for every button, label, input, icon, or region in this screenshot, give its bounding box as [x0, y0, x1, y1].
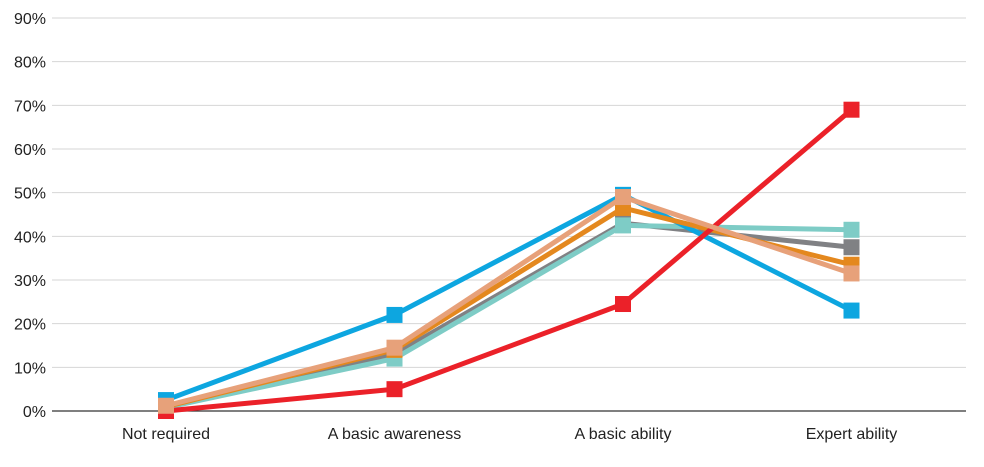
- series-line: [163, 222, 854, 411]
- data-point-marker: [158, 397, 174, 414]
- series-2: [158, 186, 860, 409]
- x-tick-label: Expert ability: [806, 426, 898, 443]
- y-tick-label: 90%: [14, 11, 46, 28]
- x-tick-label: A basic awareness: [328, 426, 461, 443]
- y-tick-label: 50%: [14, 186, 46, 203]
- data-point-marker: [843, 239, 860, 256]
- data-point-marker: [843, 101, 860, 118]
- data-point-marker: [615, 296, 631, 313]
- data-point-marker: [843, 302, 860, 319]
- y-tick-label: 80%: [14, 55, 46, 72]
- series-1: [158, 217, 860, 416]
- y-tick-label: 20%: [14, 317, 46, 334]
- data-point-marker: [615, 217, 631, 234]
- y-tick-label: 60%: [14, 142, 46, 159]
- x-axis-tick-labels: Not required A basic awareness A basic abi…: [122, 426, 897, 443]
- series-4: [158, 101, 860, 419]
- series-line: [163, 107, 854, 414]
- x-tick-label: Not required: [122, 426, 210, 443]
- y-tick-label: 70%: [14, 98, 46, 115]
- y-tick-label: 0%: [23, 404, 46, 421]
- data-point-marker: [386, 339, 403, 356]
- gridlines: [52, 17, 966, 412]
- y-tick-label: 30%: [14, 273, 46, 290]
- data-point-marker: [386, 381, 403, 398]
- series-line: [163, 194, 854, 409]
- series-5: [158, 189, 860, 414]
- y-tick-label: 40%: [14, 229, 46, 246]
- series-line: [163, 192, 854, 403]
- data-point-marker: [843, 221, 860, 238]
- data-point-marker: [386, 306, 403, 323]
- y-tick-label: 10%: [14, 360, 46, 377]
- x-tick-label: A basic ability: [575, 426, 672, 443]
- data-point-marker: [615, 189, 631, 206]
- series-lines: [158, 101, 860, 419]
- y-axis-tick-labels: 0% 10% 20% 30% 40% 50% 60% 70% 80% 90%: [14, 11, 46, 421]
- data-point-marker: [843, 265, 860, 282]
